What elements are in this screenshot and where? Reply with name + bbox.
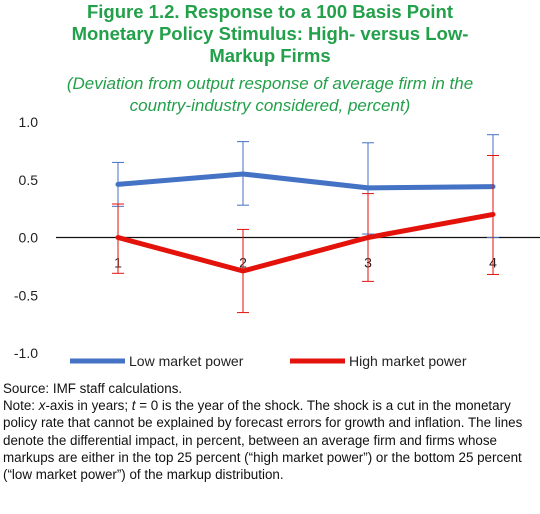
figure-subtitle: (Deviation from output response of avera… [0, 73, 540, 117]
note-intro: Note: [3, 398, 39, 414]
legend-label-low-market-power: Low market power [129, 353, 244, 369]
y-tick-label: 0.0 [19, 230, 39, 246]
source-note: Source: IMF staff calculations. [3, 381, 183, 396]
y-tick-label: -0.5 [14, 287, 38, 303]
y-tick-label: -1.0 [14, 345, 38, 361]
note-var-t: t [131, 398, 136, 414]
y-tick-label: 0.5 [19, 172, 39, 188]
legend-label-high-market-power: High market power [349, 353, 467, 369]
figure-title-line-3: Markup Firms [209, 45, 331, 66]
figure-notes: Source: IMF staff calculations. Note: x-… [3, 380, 538, 483]
line-chart: 1.00.50.0-0.5-1.01234Low market powerHig… [14, 114, 540, 369]
figure-title: Figure 1.2. Response to a 100 Basis Poin… [0, 1, 540, 67]
series-line-high-market-power [115, 211, 496, 274]
series-line-low-market-power [115, 171, 496, 191]
figure-subtitle-line-1: (Deviation from output response of avera… [66, 74, 474, 93]
note-part-1: -axis in years; [45, 398, 132, 414]
figure-title-line-2: Monetary Policy Stimulus: High- versus L… [71, 23, 469, 44]
y-tick-label: 1.0 [19, 114, 39, 130]
note-text: Note: x-axis in years; t = 0 is the year… [3, 397, 538, 483]
figure-subtitle-line-2: country-industry considered, percent) [129, 96, 411, 115]
figure-title-line-1: Figure 1.2. Response to a 100 Basis Poin… [86, 1, 453, 22]
note-part-2: = 0 is the year of the shock. The shock … [3, 398, 523, 483]
note-var-x: x [38, 398, 46, 414]
